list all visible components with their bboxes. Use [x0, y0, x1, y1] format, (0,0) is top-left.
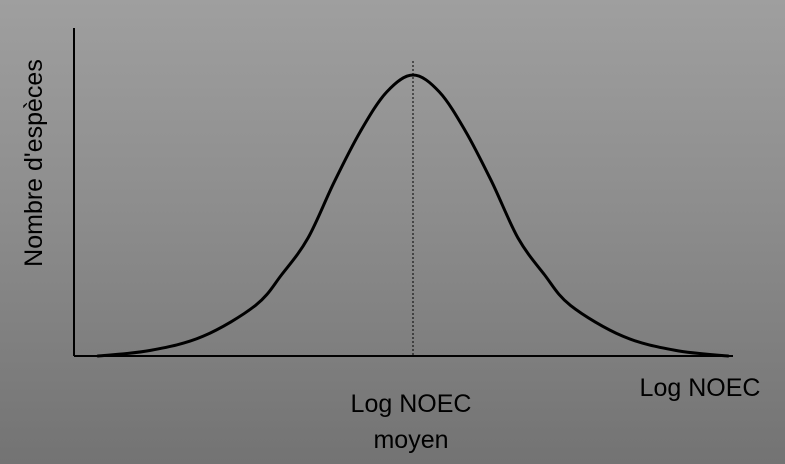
x-axis-label: Log NOEC: [640, 374, 761, 402]
mean-label-line2: moyen: [373, 426, 448, 454]
distribution-curve: [96, 73, 730, 358]
mean-label-line1: Log NOEC: [351, 390, 472, 418]
y-axis-label: Nombre d'espèces: [20, 59, 48, 267]
